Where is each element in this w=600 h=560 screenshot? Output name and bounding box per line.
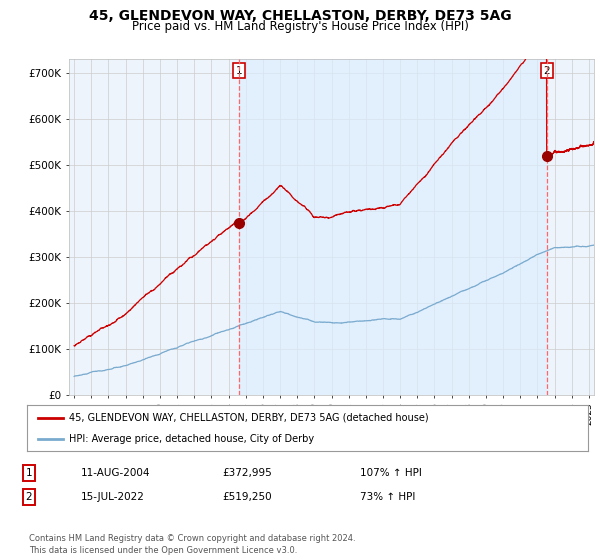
Text: 2: 2 xyxy=(25,492,32,502)
Text: 73% ↑ HPI: 73% ↑ HPI xyxy=(360,492,415,502)
Text: Contains HM Land Registry data © Crown copyright and database right 2024.
This d: Contains HM Land Registry data © Crown c… xyxy=(29,534,355,555)
Text: 15-JUL-2022: 15-JUL-2022 xyxy=(81,492,145,502)
Text: 2: 2 xyxy=(544,66,550,76)
Text: 1: 1 xyxy=(25,468,32,478)
Text: 1: 1 xyxy=(236,66,242,76)
Text: £519,250: £519,250 xyxy=(222,492,272,502)
Text: 45, GLENDEVON WAY, CHELLASTON, DERBY, DE73 5AG (detached house): 45, GLENDEVON WAY, CHELLASTON, DERBY, DE… xyxy=(69,413,428,423)
Text: 11-AUG-2004: 11-AUG-2004 xyxy=(81,468,151,478)
Text: Price paid vs. HM Land Registry's House Price Index (HPI): Price paid vs. HM Land Registry's House … xyxy=(131,20,469,34)
Text: HPI: Average price, detached house, City of Derby: HPI: Average price, detached house, City… xyxy=(69,435,314,444)
Text: 45, GLENDEVON WAY, CHELLASTON, DERBY, DE73 5AG: 45, GLENDEVON WAY, CHELLASTON, DERBY, DE… xyxy=(89,9,511,23)
Text: £372,995: £372,995 xyxy=(222,468,272,478)
Bar xyxy=(239,59,547,395)
Text: 107% ↑ HPI: 107% ↑ HPI xyxy=(360,468,422,478)
